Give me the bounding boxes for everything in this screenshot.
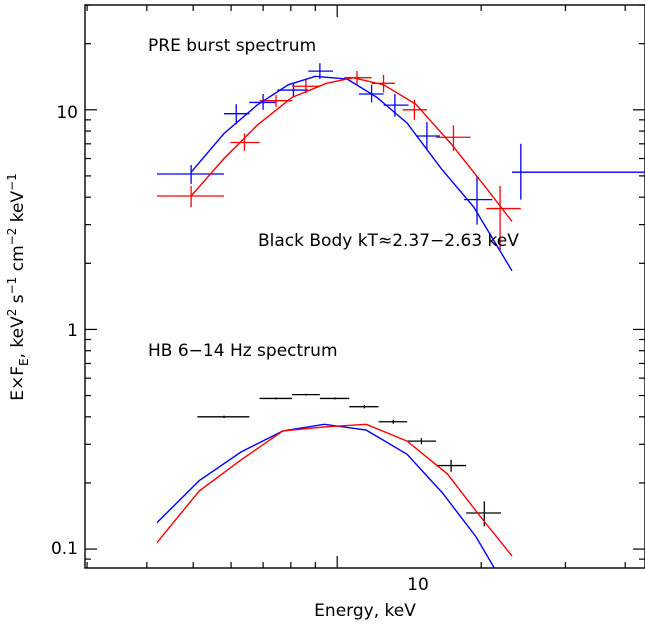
- annotation-black-body: Black Body kT≈2.37−2.63 keV: [258, 231, 519, 251]
- data-point-2-7: [436, 459, 467, 472]
- data-series: [156, 63, 645, 569]
- data-point-0-8: [463, 175, 493, 225]
- x-tick-label-10: 10: [407, 575, 429, 595]
- data-point-0-0: [156, 165, 225, 184]
- data-point-2-1: [259, 397, 293, 400]
- data-point-0-7: [415, 121, 440, 150]
- axis-ticks: [85, 4, 645, 568]
- data-point-0-9: [512, 143, 645, 200]
- y-tick-label-0.1: 0.1: [51, 539, 78, 559]
- data-point-0-3: [277, 82, 309, 98]
- data-point-1-3: [292, 79, 320, 94]
- y-axis-label: E×FE, keV2 s−1 cm−2 keV−1: [5, 173, 31, 401]
- data-point-1-1: [230, 133, 260, 151]
- data-point-1-0: [156, 185, 225, 208]
- annotation-hb-spectrum: HB 6−14 Hz spectrum: [148, 341, 338, 361]
- data-point-1-4: [344, 71, 372, 85]
- model-curve-6: [156, 423, 513, 557]
- data-point-2-4: [349, 404, 379, 409]
- data-point-0-1: [224, 104, 250, 125]
- y-tick-label-1: 1: [67, 321, 78, 341]
- x-axis-label: Energy, keV: [314, 601, 416, 621]
- data-point-1-8: [486, 185, 521, 250]
- data-point-2-2: [292, 393, 320, 396]
- model-curve-5: [156, 423, 495, 569]
- y-tick-label-10: 10: [56, 103, 78, 123]
- data-point-2-0: [197, 415, 250, 419]
- data-point-2-5: [378, 419, 408, 424]
- plot-frame: [84, 4, 645, 569]
- data-point-2-3: [319, 397, 350, 400]
- annotation-pre-burst: PRE burst spectrum: [148, 36, 316, 56]
- data-point-2-6: [407, 438, 437, 445]
- model-curve-4: [190, 76, 513, 222]
